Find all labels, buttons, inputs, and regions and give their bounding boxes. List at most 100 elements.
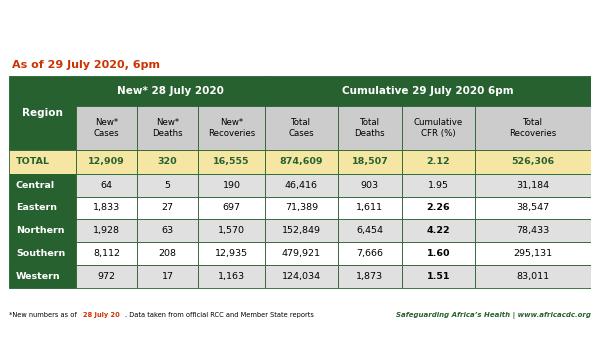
Text: 31,184: 31,184 — [516, 180, 550, 190]
Bar — [475, 106, 591, 150]
Text: Western: Western — [16, 272, 61, 281]
Bar — [137, 106, 198, 150]
Text: . Data taken from official RCC and Member State reports: . Data taken from official RCC and Membe… — [125, 312, 314, 318]
Text: TOTAL: TOTAL — [16, 157, 50, 166]
Bar — [402, 174, 475, 196]
Text: 🌍: 🌍 — [575, 20, 583, 34]
Bar — [198, 242, 265, 265]
Text: 12,909: 12,909 — [88, 157, 125, 166]
Text: Total
Recoveries: Total Recoveries — [509, 118, 556, 138]
Text: 1,163: 1,163 — [218, 272, 245, 281]
Text: 1.60: 1.60 — [427, 249, 450, 258]
Bar — [475, 196, 591, 219]
Bar — [9, 196, 76, 219]
Text: 27: 27 — [161, 203, 173, 212]
Text: Union: Union — [6, 32, 40, 42]
Bar — [76, 150, 137, 174]
Bar — [198, 219, 265, 242]
Bar — [76, 106, 137, 150]
Text: 12,935: 12,935 — [215, 249, 248, 258]
Bar — [475, 265, 591, 288]
Text: 295,131: 295,131 — [513, 249, 553, 258]
Bar — [338, 242, 402, 265]
Text: New*
Deaths: New* Deaths — [152, 118, 183, 138]
Bar — [265, 242, 338, 265]
Circle shape — [0, 9, 234, 41]
Bar — [137, 242, 198, 265]
Bar — [137, 265, 198, 288]
Bar — [9, 174, 76, 196]
Bar — [198, 106, 265, 150]
Text: Safeguarding Africa’s Health | www.africacdc.org: Safeguarding Africa’s Health | www.afric… — [396, 312, 591, 319]
Bar — [338, 150, 402, 174]
Text: 152,849: 152,849 — [282, 226, 321, 235]
Text: AFRICA CDC: AFRICA CDC — [507, 13, 573, 23]
Bar — [265, 265, 338, 288]
Text: Total
Cases: Total Cases — [289, 118, 314, 138]
Bar — [76, 242, 137, 265]
Text: New*
Cases: New* Cases — [94, 118, 119, 138]
Text: African: African — [6, 10, 48, 20]
Bar — [338, 106, 402, 150]
Text: 28 July 20: 28 July 20 — [83, 312, 120, 318]
Text: 17: 17 — [161, 272, 173, 281]
Text: 208: 208 — [158, 249, 176, 258]
Text: 874,609: 874,609 — [280, 157, 323, 166]
Text: Epidemiologic Situation in Africa: Epidemiologic Situation in Africa — [107, 16, 493, 36]
Text: 1,928: 1,928 — [93, 226, 120, 235]
Bar — [402, 219, 475, 242]
Text: 479,921: 479,921 — [282, 249, 321, 258]
Text: 38,547: 38,547 — [516, 203, 550, 212]
Bar — [198, 265, 265, 288]
Bar — [265, 196, 338, 219]
Text: 7,666: 7,666 — [356, 249, 383, 258]
Bar — [338, 196, 402, 219]
Bar — [265, 174, 338, 196]
Text: 6,454: 6,454 — [356, 226, 383, 235]
Bar — [338, 265, 402, 288]
Bar — [9, 150, 76, 174]
Bar — [338, 219, 402, 242]
Text: 1.51: 1.51 — [427, 272, 450, 281]
Text: 18,507: 18,507 — [352, 157, 388, 166]
Bar — [265, 106, 338, 150]
Bar — [76, 174, 137, 196]
Text: 1.95: 1.95 — [428, 180, 449, 190]
Bar — [475, 174, 591, 196]
Bar — [402, 242, 475, 265]
Text: Northern: Northern — [16, 226, 64, 235]
Text: Total
Deaths: Total Deaths — [355, 118, 385, 138]
Text: 2.26: 2.26 — [427, 203, 450, 212]
Text: 4.22: 4.22 — [427, 226, 450, 235]
Bar — [76, 219, 137, 242]
Text: 64: 64 — [100, 180, 112, 190]
Text: 71,389: 71,389 — [285, 203, 318, 212]
Text: 320: 320 — [158, 157, 178, 166]
Text: 697: 697 — [223, 203, 241, 212]
Bar — [338, 174, 402, 196]
Text: 2.12: 2.12 — [427, 157, 450, 166]
Text: 1,570: 1,570 — [218, 226, 245, 235]
Bar — [9, 219, 76, 242]
Bar — [76, 196, 137, 219]
Bar — [265, 76, 591, 106]
Bar — [9, 265, 76, 288]
Text: 83,011: 83,011 — [516, 272, 550, 281]
Bar — [137, 196, 198, 219]
Text: 1,611: 1,611 — [356, 203, 383, 212]
Text: 1,833: 1,833 — [93, 203, 120, 212]
Bar — [402, 265, 475, 288]
Bar — [76, 76, 265, 106]
Text: Cumulative
CFR (%): Cumulative CFR (%) — [413, 118, 463, 138]
Bar — [198, 174, 265, 196]
Bar — [9, 76, 76, 150]
Text: 5: 5 — [164, 180, 170, 190]
Bar — [475, 242, 591, 265]
Text: 903: 903 — [361, 180, 379, 190]
Text: 63: 63 — [161, 226, 173, 235]
Text: 8,112: 8,112 — [93, 249, 120, 258]
Bar — [402, 150, 475, 174]
Text: *New numbers as of: *New numbers as of — [9, 312, 79, 318]
Bar — [475, 219, 591, 242]
Bar — [137, 150, 198, 174]
